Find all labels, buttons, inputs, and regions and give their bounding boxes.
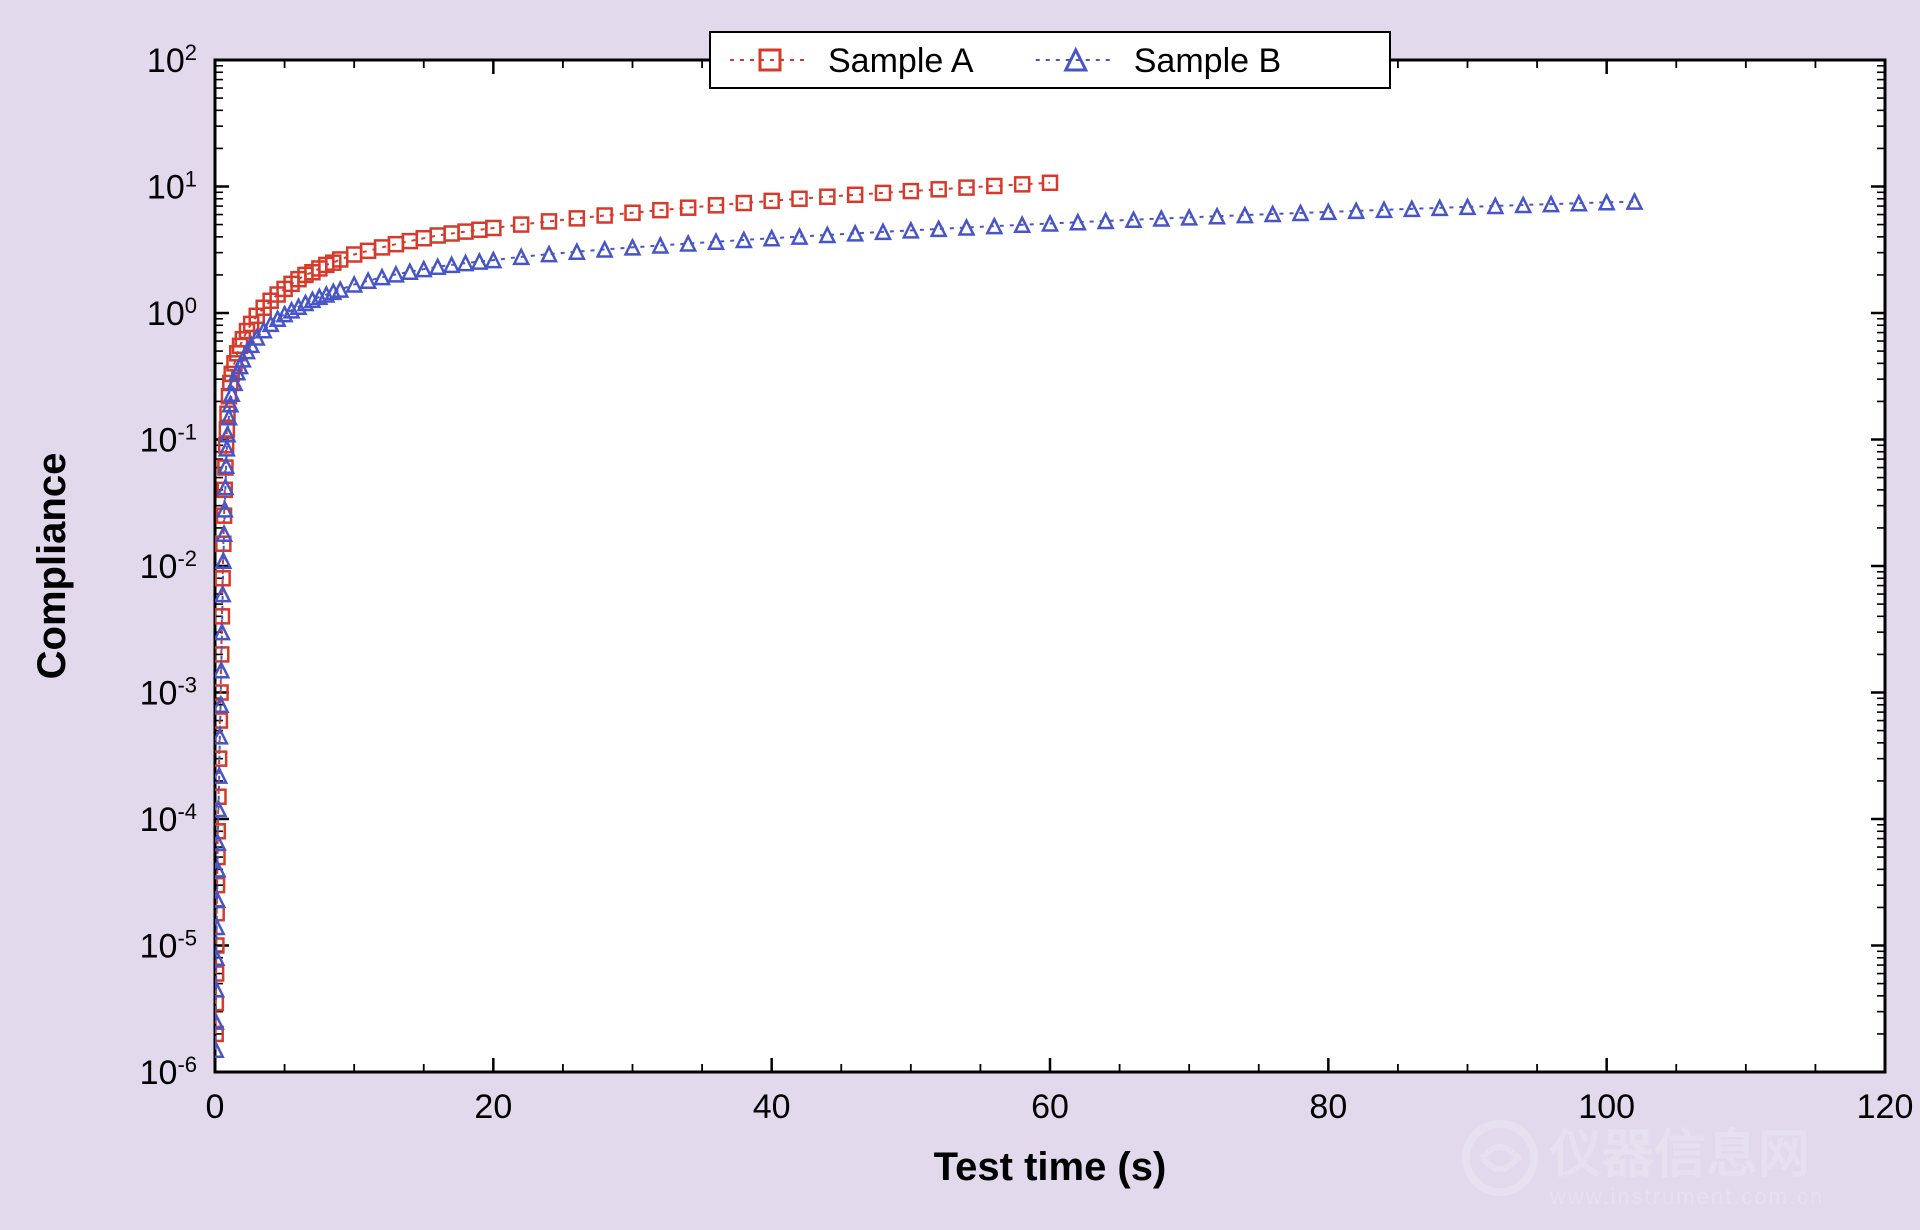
x-tick-label: 120 [1857, 1088, 1914, 1126]
legend: Sample A Sample B [710, 32, 1390, 88]
x-tick-label: 60 [1031, 1088, 1069, 1126]
x-tick-label: 100 [1578, 1088, 1635, 1126]
legend-box [710, 32, 1390, 88]
compliance-chart: 02040608010012010-610-510-410-310-210-11… [0, 0, 1920, 1230]
x-axis-label: Test time (s) [934, 1145, 1167, 1189]
y-axis-label: Compliance [30, 453, 74, 680]
legend-label: Sample A [828, 42, 974, 80]
x-tick-label: 0 [206, 1088, 225, 1126]
legend-label: Sample B [1134, 42, 1281, 80]
watermark-text: 仪器信息网 [1549, 1126, 1810, 1184]
chart-container: 02040608010012010-610-510-410-310-210-11… [0, 0, 1920, 1230]
x-tick-label: 20 [474, 1088, 512, 1126]
x-tick-label: 80 [1309, 1088, 1347, 1126]
plot-area [215, 60, 1885, 1072]
x-tick-label: 40 [753, 1088, 791, 1126]
watermark-subtext: www.instrument.com.cn [1549, 1184, 1824, 1209]
